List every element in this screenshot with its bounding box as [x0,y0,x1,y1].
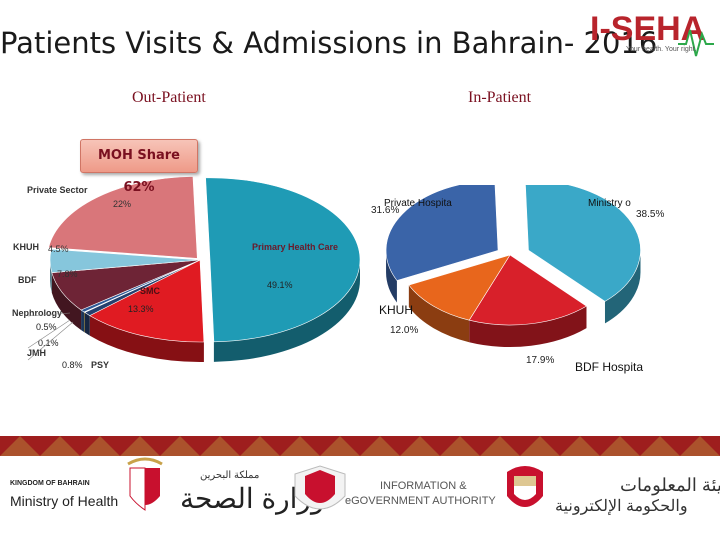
pie-slice-primary-health-care [205,177,360,343]
slice-value-smc: 13.3% [128,304,154,314]
kingdom-label: KINGDOM OF BAHRAIN [10,480,90,487]
iseha-logo: I-SEHA Your health. Your right. [590,10,714,57]
slice-value-bdf: 7.8% [57,269,78,279]
slice-side-khuh [408,285,470,343]
slice-value-khuh: 12.0% [390,325,418,336]
iga-emblem [294,465,346,510]
logo-text: I-SEHA [590,10,705,48]
slice-label-khuh: KHUH [379,303,413,317]
slice-side-nephrology [81,309,85,333]
slice-side-bdf [51,272,82,330]
slice-value-khuh: 4.5% [48,244,69,254]
slice-value-private-hospita: 31.6% [371,205,399,216]
pie-slice-khuh [408,254,511,321]
slice-label-psy: PSY [91,360,109,370]
slice-value-nephrology: 0.5% [36,322,57,332]
footer-logos: KINGDOM OF BAHRAIN Ministry of Health مم… [10,457,720,515]
pie-slice-private-sector [48,176,198,259]
slice-side-smc [89,315,204,362]
kingdom-arabic-label: مملكة البحرين [200,470,259,481]
iga-line2: eGOVERNMENT AUTHORITY [345,495,496,507]
iga-flag-emblem [507,466,543,507]
slice-side-ministry-o [604,250,641,324]
pie-slice-smc [89,259,205,343]
ministry-emblem [127,457,163,511]
pie-slice-ministry-o [525,185,641,302]
iga-arabic-line2: والحكومة الإلكترونية [555,498,688,515]
slice-value-bdf-hospita: 17.9% [526,355,554,366]
slice-label-bdf-hospita: BDF Hospita [575,360,643,374]
logo-tagline: Your health. Your right. [626,46,697,53]
iga-line1: INFORMATION & [380,480,467,492]
slice-side-jmh [84,312,85,333]
slice-label-nephrology: Nephrology [12,308,62,318]
slice-label-khuh: KHUH [13,242,39,252]
moh-share-badge: MOH Share 62% [80,139,198,195]
iga-arabic-line1: هيئة المعلومات [620,475,720,496]
pie-slice-khuh [49,248,201,274]
page-title: Patients Visits & Admissions in Bahrain-… [0,26,658,60]
subtitle-in-patient: In-Patient [468,89,532,106]
pie-slice-private-hospita [385,185,499,281]
slice-value-private-sector: 22% [113,199,131,209]
slice-label-primary-health-care: Primary Health Care [252,242,338,252]
slice-label-private-hospita: Private Hospita [384,198,452,209]
ministry-label: Ministry of Health [10,493,118,509]
in-patient-pie-chart: Ministry o 38.5% BDF Hospita 17.9% KHUH 12.0%… [371,185,664,374]
slice-side-bdf-hospita [469,306,587,347]
slice-side-psy [84,312,90,336]
slice-side-private-hospita [386,250,397,303]
subtitle-out-patient: Out-Patient [132,89,206,106]
slice-label-private-sector: Private Sector [27,185,88,195]
pie-slice-bdf-hospita [468,254,588,326]
slice-side-primary-health-care [213,259,360,362]
slice-label-bdf: BDF [18,275,37,285]
slice-value-ministry-o: 38.5% [636,209,664,220]
slice-label-ministry-o: Ministry o [588,198,631,209]
slice-label-smc: SMC [140,286,161,296]
footer-band [0,436,720,456]
slice-value-psy: 0.8% [62,360,83,370]
out-patient-pie-chart: Primary Health Care49.1%SMC13.3%PSY0.8%J… [12,176,360,370]
slice-value-primary-health-care: 49.1% [267,280,293,290]
